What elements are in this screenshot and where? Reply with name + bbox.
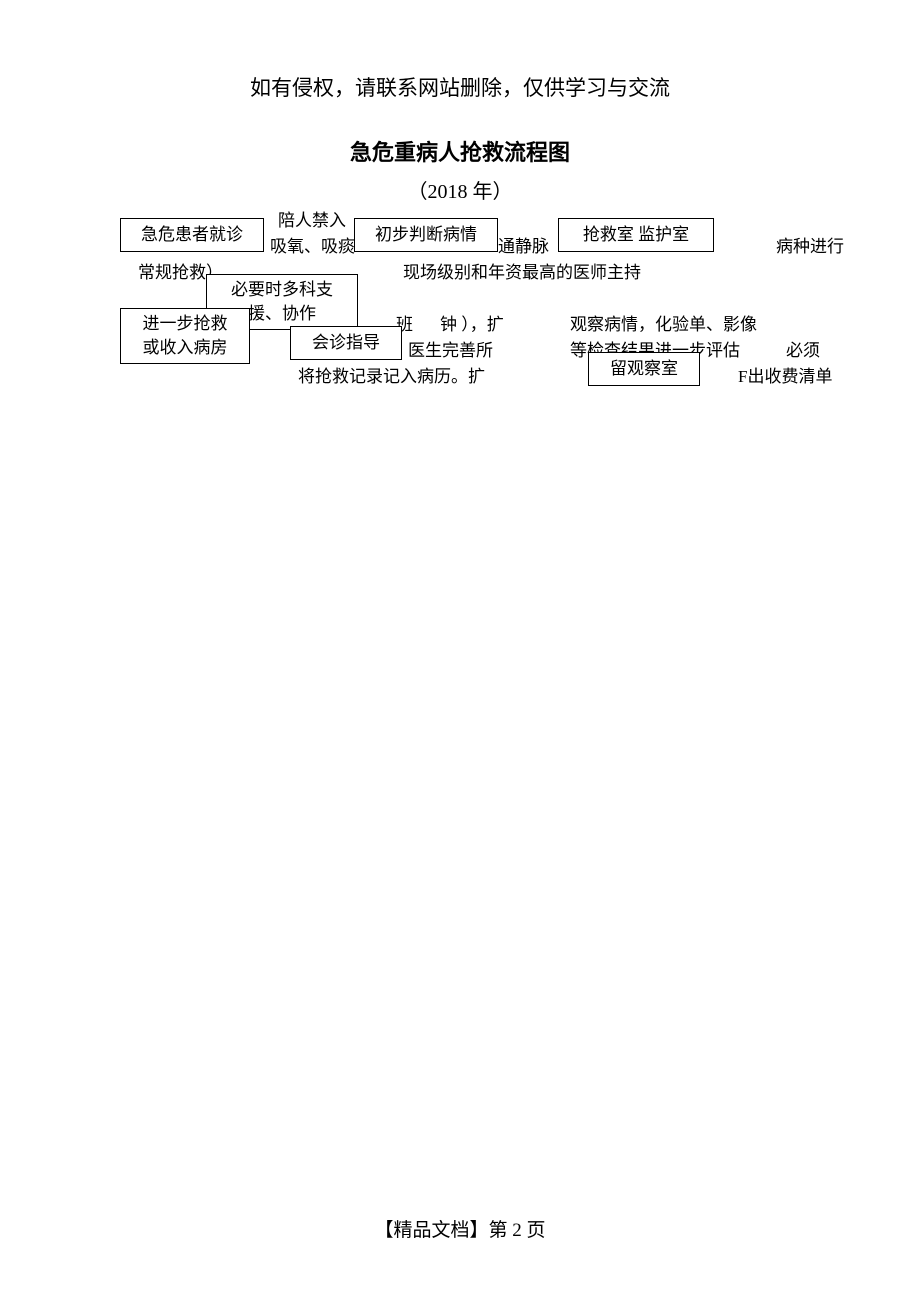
flowchart-bg-text: 将抢救记录记入病历。扩 xyxy=(298,365,485,389)
document-title: 急危重病人抢救流程图 xyxy=(0,135,920,167)
flowchart-bg-text: 通静脉 xyxy=(498,235,549,259)
flowchart-node-n5: 会诊指导 xyxy=(290,326,402,360)
flowchart-bg-text: 医生完善所 xyxy=(408,339,493,363)
document-page: 如有侵权，请联系网站删除，仅供学习与交流 急危重病人抢救流程图 （2018 年）… xyxy=(0,0,920,1302)
flowchart-node-n2: 初步判断病情 xyxy=(354,218,498,252)
header-notice: 如有侵权，请联系网站删除，仅供学习与交流 xyxy=(0,72,920,102)
flowchart-node-n1: 急危患者就诊 xyxy=(120,218,264,252)
flowchart-bg-text: 必须 xyxy=(786,339,820,363)
document-subtitle: （2018 年） xyxy=(0,175,920,204)
flowchart-bg-text: 陪人禁入 xyxy=(278,209,346,233)
flowchart-bg-text: 钟 ），扩 xyxy=(440,313,504,337)
page-footer: 【精品文档】第 2 页 xyxy=(0,1215,920,1242)
flowchart-bg-text: 吸氧、吸痰 xyxy=(270,235,355,259)
flowchart-node-n7: 留观察室 xyxy=(588,352,700,386)
flowchart-bg-text: F出收费清单 xyxy=(738,365,832,389)
flowchart-bg-text: 现场级别和年资最高的医师主持 xyxy=(403,261,641,285)
flowchart-bg-text: 病种进行 xyxy=(776,235,844,259)
flowchart-bg-text: 观察病情，化验单、影像 xyxy=(570,313,757,337)
flowchart-node-n6: 进一步抢救或收入病房 xyxy=(120,308,250,364)
flowchart-node-n3: 抢救室 监护室 xyxy=(558,218,714,252)
